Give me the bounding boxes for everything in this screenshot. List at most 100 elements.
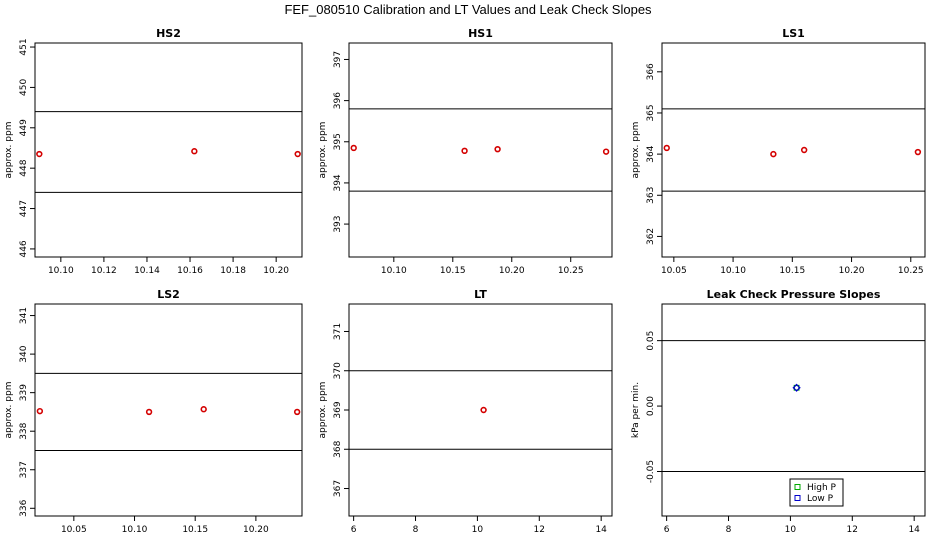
- x-tick-label: 10.14: [134, 266, 160, 276]
- x-tick-label: 12: [847, 525, 858, 535]
- legend-label: High P: [807, 483, 837, 493]
- y-tick-label: 341: [19, 307, 29, 324]
- y-tick-label: 336: [19, 499, 29, 516]
- y-tick-label: 446: [19, 240, 29, 257]
- y-tick-label: 340: [19, 345, 29, 362]
- y-tick-label: 396: [333, 92, 343, 109]
- chart-title: Leak Check Pressure Slopes: [707, 288, 881, 301]
- x-tick-label: 10.20: [263, 266, 289, 276]
- y-tick-label: 447: [19, 200, 29, 217]
- x-tick-label: 10.15: [779, 266, 805, 276]
- y-axis-label: approx. ppm: [318, 382, 328, 439]
- x-tick-label: 6: [664, 525, 670, 535]
- data-point: [200, 406, 207, 413]
- x-tick-label: 10.20: [839, 266, 865, 276]
- legend-marker: [794, 484, 801, 490]
- x-tick-label: 10.12: [91, 266, 117, 276]
- plot-frame: [348, 42, 613, 258]
- chart-panel-5: LT 6 8 10 12 14 367 368 369 370 371 approx. ppm: [318, 288, 613, 535]
- x-tick-label: 10.10: [720, 266, 746, 276]
- x-tick-label: 10.10: [381, 266, 407, 276]
- data-point: [36, 150, 43, 158]
- data-point: [293, 408, 301, 416]
- y-tick-label: 339: [19, 384, 29, 401]
- y-tick-label: 369: [333, 401, 343, 418]
- x-tick-label: 12: [534, 525, 545, 535]
- y-tick-label: 363: [646, 187, 656, 204]
- x-tick-label: 10.20: [499, 266, 525, 276]
- chart-title: LT: [474, 288, 487, 301]
- legend-label: Low P: [807, 494, 834, 504]
- x-tick-label: 10.15: [440, 266, 466, 276]
- data-point: [480, 406, 487, 414]
- x-tick-label: 10.10: [122, 525, 148, 535]
- y-tick-label: 0.05: [646, 331, 656, 351]
- chart-panel-4: LS2 10.05 10.10 10.15 10.20 336 337 338 339 340 34…: [4, 288, 303, 535]
- y-tick-label: 364: [646, 145, 656, 162]
- legend-box: [789, 478, 844, 507]
- y-tick-label: 366: [646, 63, 656, 80]
- page-title: FEF_080510 Calibration and LT Values and…: [284, 2, 652, 17]
- y-tick-label: 0.00: [646, 396, 656, 416]
- plot-frame: [34, 42, 303, 258]
- data-point: [800, 146, 808, 154]
- y-tick-label: 338: [19, 422, 29, 439]
- plot-frame: [661, 42, 926, 258]
- data-point: [145, 408, 153, 416]
- y-tick-label: 370: [333, 362, 343, 379]
- data-point: [494, 145, 501, 153]
- x-tick-label: 10.25: [558, 266, 584, 276]
- chart-panel-1: HS2 10.10 10.12 10.14 10.16 10.18 10.20 446 447 4…: [4, 27, 303, 276]
- y-tick-label: 449: [19, 119, 29, 136]
- chart-title: HS2: [156, 27, 181, 40]
- y-axis-label: approx. ppm: [4, 122, 14, 179]
- plot-frame: [34, 303, 303, 517]
- chart-panel-3: LS1 10.05 10.10 10.15 10.20 10.25 362 363 364 365…: [631, 27, 926, 276]
- chart-title: LS2: [157, 288, 180, 301]
- data-point: [36, 407, 44, 415]
- data-point: [294, 150, 301, 158]
- y-tick-label: 451: [19, 38, 29, 55]
- x-tick-label: 10.16: [177, 266, 203, 276]
- x-tick-label: 10.20: [243, 525, 269, 535]
- data-point: [461, 147, 468, 155]
- data-point: [602, 148, 610, 155]
- y-tick-label: 368: [333, 440, 343, 457]
- y-axis-label: kPa per min.: [631, 382, 641, 438]
- data-point: [914, 148, 922, 156]
- x-tick-label: 10: [785, 525, 797, 535]
- x-tick-label: 10.05: [61, 525, 87, 535]
- plot-frame: [661, 303, 926, 517]
- y-axis-label: approx. ppm: [4, 382, 14, 439]
- data-point: [191, 148, 198, 155]
- y-tick-label: 367: [333, 480, 343, 497]
- y-tick-label: 365: [646, 104, 656, 121]
- data-point-low-p: [792, 383, 801, 392]
- x-tick-label: 14: [595, 525, 607, 535]
- data-point: [663, 144, 670, 152]
- y-tick-label: 450: [19, 79, 29, 96]
- chart-panel-6: Leak Check Pressure Slopes 6 8 10 12 14 -0.05 0…: [631, 288, 926, 535]
- x-tick-label: 6: [351, 525, 357, 535]
- x-tick-label: 8: [726, 525, 732, 535]
- x-tick-label: 10.18: [220, 266, 246, 276]
- y-tick-label: 448: [19, 159, 29, 176]
- chart-panel-2: HS1 10.10 10.15 10.20 10.25 393 394 395 396 397 ap…: [318, 27, 613, 276]
- x-tick-label: 14: [908, 525, 920, 535]
- data-point: [770, 150, 777, 158]
- y-tick-label: -0.05: [646, 460, 656, 483]
- y-tick-label: 395: [333, 133, 343, 150]
- x-tick-label: 10.25: [898, 266, 924, 276]
- data-point: [350, 144, 357, 152]
- y-tick-label: 397: [333, 51, 343, 68]
- y-tick-label: 393: [333, 215, 343, 232]
- x-tick-label: 10.05: [661, 266, 687, 276]
- y-tick-label: 362: [646, 228, 656, 245]
- x-tick-label: 10.15: [182, 525, 208, 535]
- chart-title: LS1: [782, 27, 805, 40]
- x-tick-label: 10: [472, 525, 484, 535]
- y-tick-label: 337: [19, 461, 29, 478]
- y-axis-label: approx. ppm: [318, 122, 328, 179]
- x-tick-label: 10.10: [48, 266, 74, 276]
